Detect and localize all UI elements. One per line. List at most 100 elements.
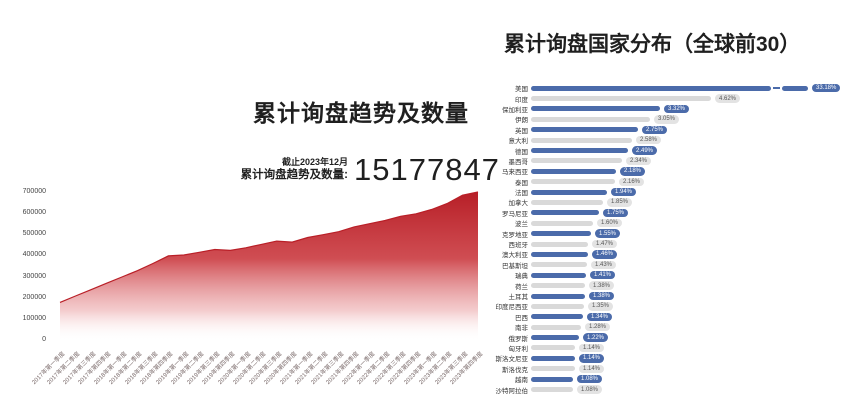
value-badge: 2.75%: [642, 125, 668, 134]
area-fill: [60, 192, 478, 340]
country-label: 克罗地亚: [502, 231, 528, 239]
value-badge: 1.85%: [607, 198, 633, 207]
country-label: 保加利亚: [502, 106, 528, 114]
country-label: 俄罗斯: [508, 335, 529, 343]
country-label: 墨西哥: [508, 158, 529, 166]
country-label: 澳大利亚: [502, 252, 528, 260]
country-label: 印度: [515, 96, 528, 104]
bar-row: 荷兰 1.38%: [490, 280, 852, 291]
bar: [531, 106, 660, 112]
country-label: 加拿大: [508, 200, 529, 208]
value-badge: 1.22%: [583, 333, 609, 342]
bar: [531, 387, 573, 393]
area-chart-svg: [59, 191, 479, 340]
value-badge: 1.38%: [589, 291, 615, 301]
bar-row: 西班牙 1.47%: [490, 239, 852, 249]
bar-row: 伊朗 3.05%: [490, 114, 852, 124]
bar: [531, 137, 632, 143]
country-chart-title: 累计询盘国家分布（全球前30）: [504, 33, 801, 56]
value-badge: 1.14%: [579, 343, 605, 353]
country-label: 波兰: [515, 221, 528, 229]
bar-row: 印度 4.62%: [490, 93, 852, 104]
bar-row: 保加利亚 3.32%: [490, 104, 852, 114]
value-badge: 3.32%: [664, 104, 690, 114]
y-axis-label: 700000: [22, 188, 46, 195]
country-label: 泰国: [515, 179, 528, 187]
bar: [531, 168, 616, 174]
value-badge: 1.41%: [590, 271, 616, 280]
country-label: 马来西亚: [502, 169, 528, 177]
country-label: 巴西: [515, 314, 528, 322]
bar-row: 瑞典 1.41%: [490, 270, 852, 280]
value-badge: 2.16%: [619, 177, 645, 186]
y-axis-label: 600000: [22, 209, 46, 217]
country-label: 匈牙利: [508, 345, 529, 353]
country-label: 伊朗: [515, 117, 528, 125]
bar-row: 克罗地亚 1.55%: [490, 228, 852, 239]
bar: [531, 220, 593, 226]
country-label: 西班牙: [508, 242, 529, 250]
country-label: 斯洛文尼亚: [495, 356, 529, 364]
bar-row: 土耳其 1.38%: [490, 291, 852, 301]
country-label: 沙特阿拉伯: [495, 387, 529, 395]
country-label: 瑞典: [515, 273, 528, 281]
value-badge: 1.46%: [592, 250, 618, 259]
value-badge: 1.75%: [603, 208, 629, 218]
total-inquiries-value: 15177847: [354, 152, 500, 187]
bar: [531, 283, 585, 289]
axis-break-dash: [773, 87, 780, 89]
y-axis-label: 400000: [22, 251, 46, 259]
country-label: 斯洛伐克: [502, 366, 528, 374]
bar-row: 波兰 1.60%: [490, 218, 852, 228]
value-badge: 1.14%: [579, 364, 605, 373]
value-badge: 33.18%: [812, 84, 841, 93]
area-line: [59, 191, 479, 303]
country-label: 意大利: [508, 138, 529, 146]
value-badge: 1.43%: [591, 260, 617, 270]
country-chart-section: 累计询盘国家分布（全球前30） 美国 33.18% 印度 4.62% 保加利亚 3.32%…: [490, 0, 852, 411]
bar: [531, 314, 583, 320]
bar: [531, 241, 588, 247]
bar-rows: 美国 33.18% 印度 4.62% 保加利亚 3.32% 伊朗 3.05% 英国 2.75% 意大…: [490, 83, 852, 395]
bar: [531, 376, 573, 382]
bar: [531, 324, 581, 330]
bar: [531, 345, 575, 351]
value-badge: 1.55%: [595, 229, 621, 238]
bar-row: 斯洛伐克 1.14%: [490, 364, 852, 374]
bar-row: 巴西 1.34%: [490, 312, 852, 322]
value-badge: 2.18%: [620, 167, 646, 176]
y-axis-label: 500000: [22, 230, 46, 238]
as-of-date-label: 截止2023年12月: [281, 156, 348, 167]
bar: [531, 366, 575, 372]
value-badge: 1.08%: [577, 385, 603, 394]
bar: [531, 96, 711, 102]
value-badge: 1.08%: [577, 374, 603, 384]
bar: [531, 262, 587, 268]
country-label: 法国: [515, 190, 528, 198]
bar: [531, 189, 607, 195]
value-badge: 1.35%: [588, 302, 614, 311]
bar: [531, 158, 622, 164]
value-badge: 2.49%: [632, 146, 658, 155]
country-label: 越南: [515, 377, 528, 385]
value-badge: 3.05%: [654, 115, 680, 124]
country-label: 巴基斯坦: [502, 262, 528, 270]
bar: [782, 85, 808, 91]
trend-chart-title: 累计询盘趋势及数量: [253, 100, 469, 126]
value-badge: 2.58%: [636, 135, 662, 145]
bar-row: 罗马尼亚 1.75%: [490, 208, 852, 218]
value-badge: 1.60%: [597, 219, 623, 228]
bar-row: 法国 1.94%: [490, 187, 852, 197]
bar-row: 美国 33.18%: [490, 83, 852, 93]
bar-row: 南非 1.28%: [490, 322, 852, 332]
bar-row: 巴基斯坦 1.43%: [490, 260, 852, 270]
bar-row: 澳大利亚 1.46%: [490, 249, 852, 259]
trend-stat-block: 截止2023年12月 累计询盘趋势及数量: 15177847: [200, 154, 500, 185]
bar-row: 英国 2.75%: [490, 125, 852, 135]
bar: [531, 272, 586, 278]
bar-row: 俄罗斯 1.22%: [490, 332, 852, 343]
bar: [531, 355, 575, 361]
bar: [531, 335, 579, 341]
country-label: 南非: [515, 325, 528, 333]
bar: [531, 179, 615, 185]
